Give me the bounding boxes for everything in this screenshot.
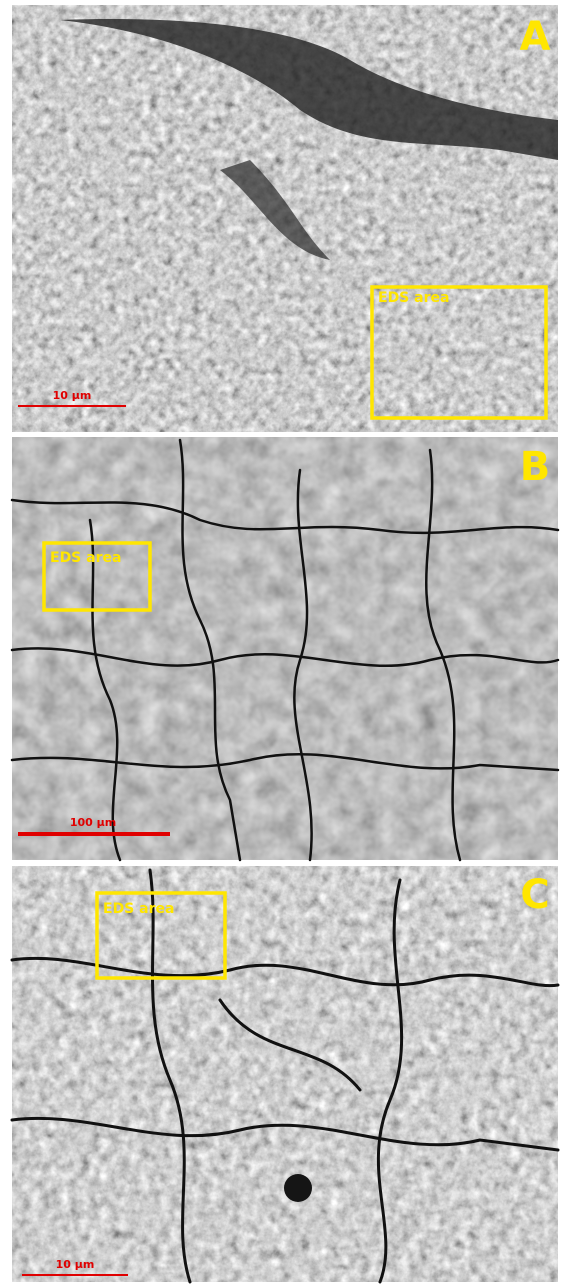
panel-c: EDS area 10 μm C bbox=[12, 866, 558, 1282]
micrograph bbox=[12, 866, 558, 1282]
eds-label: EDS area bbox=[103, 901, 174, 917]
panel-letter: B bbox=[520, 444, 551, 490]
eds-label: EDS area bbox=[50, 550, 121, 566]
scale-label: 10 μm bbox=[56, 1258, 95, 1271]
pore bbox=[284, 1174, 312, 1202]
scale-label: 10 μm bbox=[53, 389, 92, 402]
panel-letter: A bbox=[520, 14, 551, 60]
panel-letter: C bbox=[520, 872, 549, 918]
figure: EDS area 10 μm A EDS area 100 μm B bbox=[0, 0, 563, 1288]
eds-label: EDS area bbox=[378, 290, 449, 306]
scale-label: 100 μm bbox=[70, 816, 116, 829]
panel-b: EDS area 100 μm B bbox=[12, 437, 558, 860]
panel-a: EDS area 10 μm A bbox=[12, 5, 558, 432]
